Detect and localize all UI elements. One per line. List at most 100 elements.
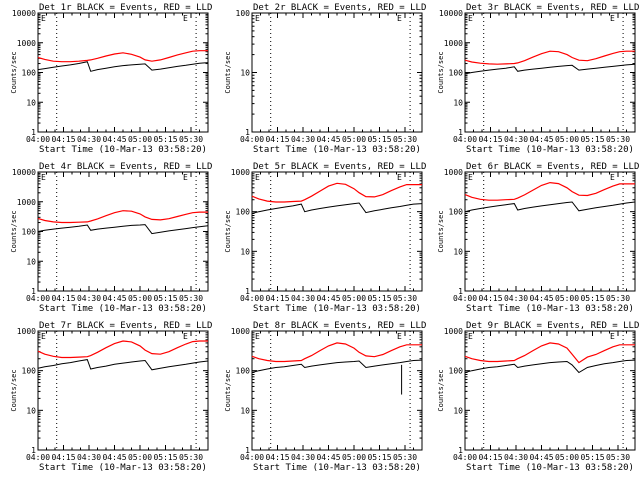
x-tick-label: 04:45 bbox=[102, 294, 126, 303]
x-tick-label: 04:15 bbox=[51, 294, 75, 303]
y-tick-label: 100 bbox=[22, 228, 37, 237]
y-tick-label: 1000 bbox=[444, 168, 463, 177]
corner-marker-left: E bbox=[255, 332, 260, 341]
x-tick-label: 04:30 bbox=[77, 453, 101, 462]
y-tick-label: 1000 bbox=[231, 327, 250, 336]
y-axis-label: Counts/sec bbox=[224, 210, 232, 252]
x-tick-label: 04:00 bbox=[240, 453, 264, 462]
y-tick-label: 10 bbox=[453, 247, 463, 256]
y-tick-label: 100 bbox=[236, 208, 251, 217]
y-tick-label: 10 bbox=[26, 406, 36, 415]
series-lld-line bbox=[37, 50, 208, 63]
panel-title: Det 2r BLACK = Events, RED = LLD bbox=[253, 3, 426, 13]
series-events-line bbox=[251, 202, 423, 214]
x-tick-label: 05:15 bbox=[580, 453, 604, 462]
y-tick-label: 1000 bbox=[444, 327, 463, 336]
y-axis-label: Counts/sec bbox=[224, 51, 232, 93]
x-tick-label: 04:30 bbox=[291, 294, 315, 303]
x-tick-label: 05:15 bbox=[153, 294, 177, 303]
corner-marker-left: E bbox=[468, 332, 473, 341]
y-tick-label: 1 bbox=[31, 128, 36, 137]
plot-frame bbox=[37, 12, 209, 133]
corner-marker-right: E bbox=[397, 14, 402, 23]
y-tick-label: 1 bbox=[458, 446, 463, 455]
plot-frame bbox=[464, 171, 636, 292]
corner-marker-right: E bbox=[183, 332, 188, 341]
corner-marker-left: E bbox=[468, 14, 473, 23]
x-tick-label: 04:45 bbox=[316, 294, 340, 303]
x-tick-label: 05:30 bbox=[179, 453, 203, 462]
x-tick-label: 05:00 bbox=[128, 453, 152, 462]
y-tick-label: 1 bbox=[245, 287, 250, 296]
y-tick-label: 10 bbox=[26, 98, 36, 107]
y-tick-label: 1 bbox=[458, 128, 463, 137]
corner-marker-left: E bbox=[255, 173, 260, 182]
x-tick-label: 04:15 bbox=[265, 453, 289, 462]
x-tick-label: 05:30 bbox=[606, 135, 630, 144]
x-tick-label: 05:15 bbox=[367, 453, 391, 462]
y-tick-label: 1 bbox=[31, 287, 36, 296]
plot-frame bbox=[37, 330, 209, 451]
corner-marker-left: E bbox=[41, 332, 46, 341]
x-tick-label: 04:00 bbox=[453, 135, 477, 144]
y-tick-label: 100 bbox=[449, 208, 464, 217]
x-tick-label: 04:30 bbox=[77, 135, 101, 144]
y-tick-label: 1000 bbox=[444, 39, 463, 48]
y-tick-label: 100 bbox=[22, 367, 37, 376]
series-events-line bbox=[464, 201, 636, 213]
series-lld-line bbox=[464, 50, 635, 65]
x-tick-label: 05:00 bbox=[555, 453, 579, 462]
x-tick-label: 04:45 bbox=[529, 294, 553, 303]
panel-title: Det 3r BLACK = Events, RED = LLD bbox=[466, 3, 639, 13]
x-tick-label: 04:15 bbox=[51, 135, 75, 144]
plot-frame bbox=[37, 171, 209, 292]
x-tick-label: 04:45 bbox=[316, 453, 340, 462]
x-tick-label: 05:00 bbox=[555, 294, 579, 303]
corner-marker-left: E bbox=[255, 14, 260, 23]
y-tick-label: 1 bbox=[245, 446, 250, 455]
panel-title: Det 4r BLACK = Events, RED = LLD bbox=[39, 162, 212, 172]
x-axis-label: Start Time (10-Mar-13 03:58:20) bbox=[39, 463, 207, 473]
x-tick-label: 04:45 bbox=[529, 453, 553, 462]
corner-marker-left: E bbox=[41, 173, 46, 182]
series-lld-line bbox=[464, 342, 635, 364]
x-tick-label: 04:00 bbox=[453, 453, 477, 462]
x-axis-label: Start Time (10-Mar-13 03:58:20) bbox=[466, 463, 634, 473]
x-tick-label: 04:30 bbox=[291, 135, 315, 144]
x-tick-label: 04:45 bbox=[316, 135, 340, 144]
corner-marker-left: E bbox=[468, 173, 473, 182]
panel-title: Det 7r BLACK = Events, RED = LLD bbox=[39, 321, 212, 331]
x-tick-label: 04:00 bbox=[453, 294, 477, 303]
x-tick-label: 04:30 bbox=[504, 135, 528, 144]
x-tick-label: 04:00 bbox=[26, 135, 50, 144]
plot-frame bbox=[251, 171, 423, 292]
corner-marker-right: E bbox=[610, 173, 615, 182]
corner-marker-right: E bbox=[610, 332, 615, 341]
series-events-line bbox=[251, 359, 423, 373]
panel-title: Det 6r BLACK = Events, RED = LLD bbox=[466, 162, 639, 172]
y-tick-label: 100 bbox=[22, 69, 37, 78]
x-tick-label: 04:15 bbox=[265, 135, 289, 144]
y-tick-label: 100 bbox=[449, 69, 464, 78]
x-tick-label: 05:30 bbox=[393, 135, 417, 144]
y-tick-label: 1 bbox=[458, 287, 463, 296]
x-tick-label: 04:15 bbox=[478, 294, 502, 303]
series-lld-line bbox=[464, 181, 635, 201]
plot-frame bbox=[464, 12, 636, 133]
panel-title: Det 8r BLACK = Events, RED = LLD bbox=[253, 321, 426, 331]
x-tick-label: 04:30 bbox=[291, 453, 315, 462]
x-tick-label: 04:00 bbox=[26, 294, 50, 303]
x-tick-label: 04:15 bbox=[478, 453, 502, 462]
x-tick-label: 04:30 bbox=[504, 294, 528, 303]
x-tick-label: 04:15 bbox=[478, 135, 502, 144]
x-axis-label: Start Time (10-Mar-13 03:58:20) bbox=[253, 145, 421, 155]
series-events-line bbox=[464, 359, 636, 374]
x-axis-label: Start Time (10-Mar-13 03:58:20) bbox=[466, 145, 634, 155]
x-tick-label: 05:00 bbox=[128, 135, 152, 144]
x-tick-label: 04:00 bbox=[240, 294, 264, 303]
panel-title: Det 5r BLACK = Events, RED = LLD bbox=[253, 162, 426, 172]
